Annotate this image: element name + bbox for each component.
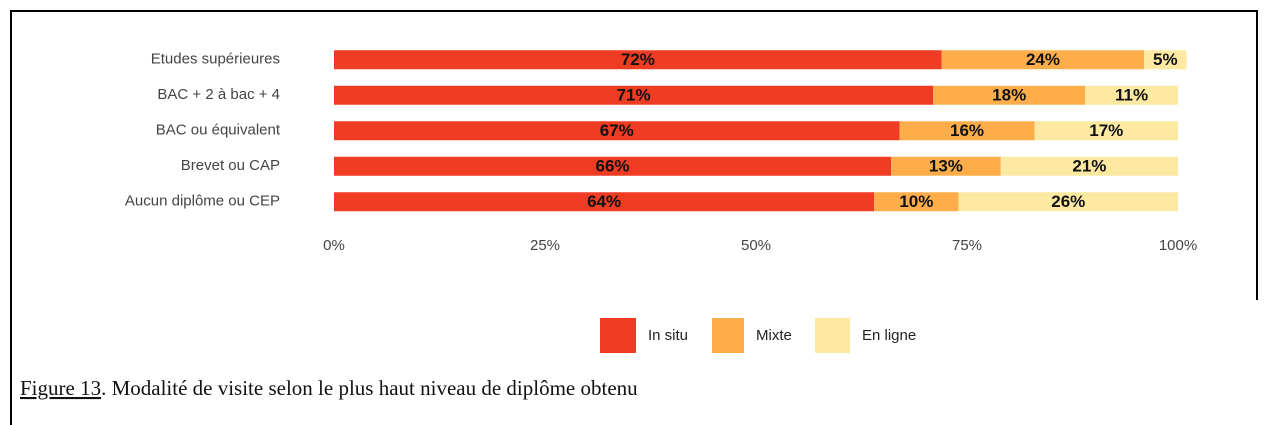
caption-label: Figure 13 [20,376,101,400]
category-label: Aucun diplôme ou CEP [125,193,280,210]
category-label: BAC ou équivalent [156,122,281,139]
value-label: 24% [1026,50,1060,69]
value-label: 71% [617,86,651,105]
category-label: BAC + 2 à bac + 4 [157,86,280,103]
value-label: 5% [1153,50,1178,69]
category-label: Etudes supérieures [151,51,280,68]
value-label: 72% [621,50,655,69]
x-tick-label: 75% [952,237,982,254]
value-label: 64% [587,192,621,211]
legend-swatch [815,318,850,353]
caption: Figure 13. Modalité de visite selon le p… [20,376,638,400]
bar-segment [1034,121,1178,141]
category-label: Brevet ou CAP [181,157,280,174]
bar-segment [334,121,900,141]
bar-segment [958,192,1178,212]
legend-swatch [600,318,636,353]
bar-segment [899,121,1035,141]
legend-label: In situ [648,327,688,344]
value-label: 18% [992,86,1026,105]
bar-segment [334,156,892,176]
bar-segment [334,85,934,105]
value-label: 17% [1089,121,1123,140]
legend-swatch [712,318,744,353]
value-label: 67% [600,121,634,140]
x-tick-label: 0% [323,237,345,254]
bar-segment [874,192,959,212]
bar-segment [334,192,875,212]
bar-segment [334,50,942,70]
bar-segment [941,50,1145,70]
value-label: 13% [929,157,963,176]
bar-segment [1000,156,1178,176]
value-label: 21% [1072,157,1106,176]
bar-segment [891,156,1001,176]
caption-text: . Modalité de visite selon le plus haut … [101,376,638,400]
bar-segment [933,85,1086,105]
bar-segment [1085,85,1178,105]
bar-segment [1144,50,1187,70]
value-label: 16% [950,121,984,140]
value-label: 10% [899,192,933,211]
value-label: 66% [596,157,630,176]
x-tick-label: 100% [1159,237,1197,254]
x-tick-label: 25% [530,237,560,254]
value-label: 11% [1115,86,1148,105]
legend-label: Mixte [756,327,792,344]
x-tick-label: 50% [741,237,771,254]
legend-label: En ligne [862,327,916,344]
value-label: 26% [1051,192,1085,211]
